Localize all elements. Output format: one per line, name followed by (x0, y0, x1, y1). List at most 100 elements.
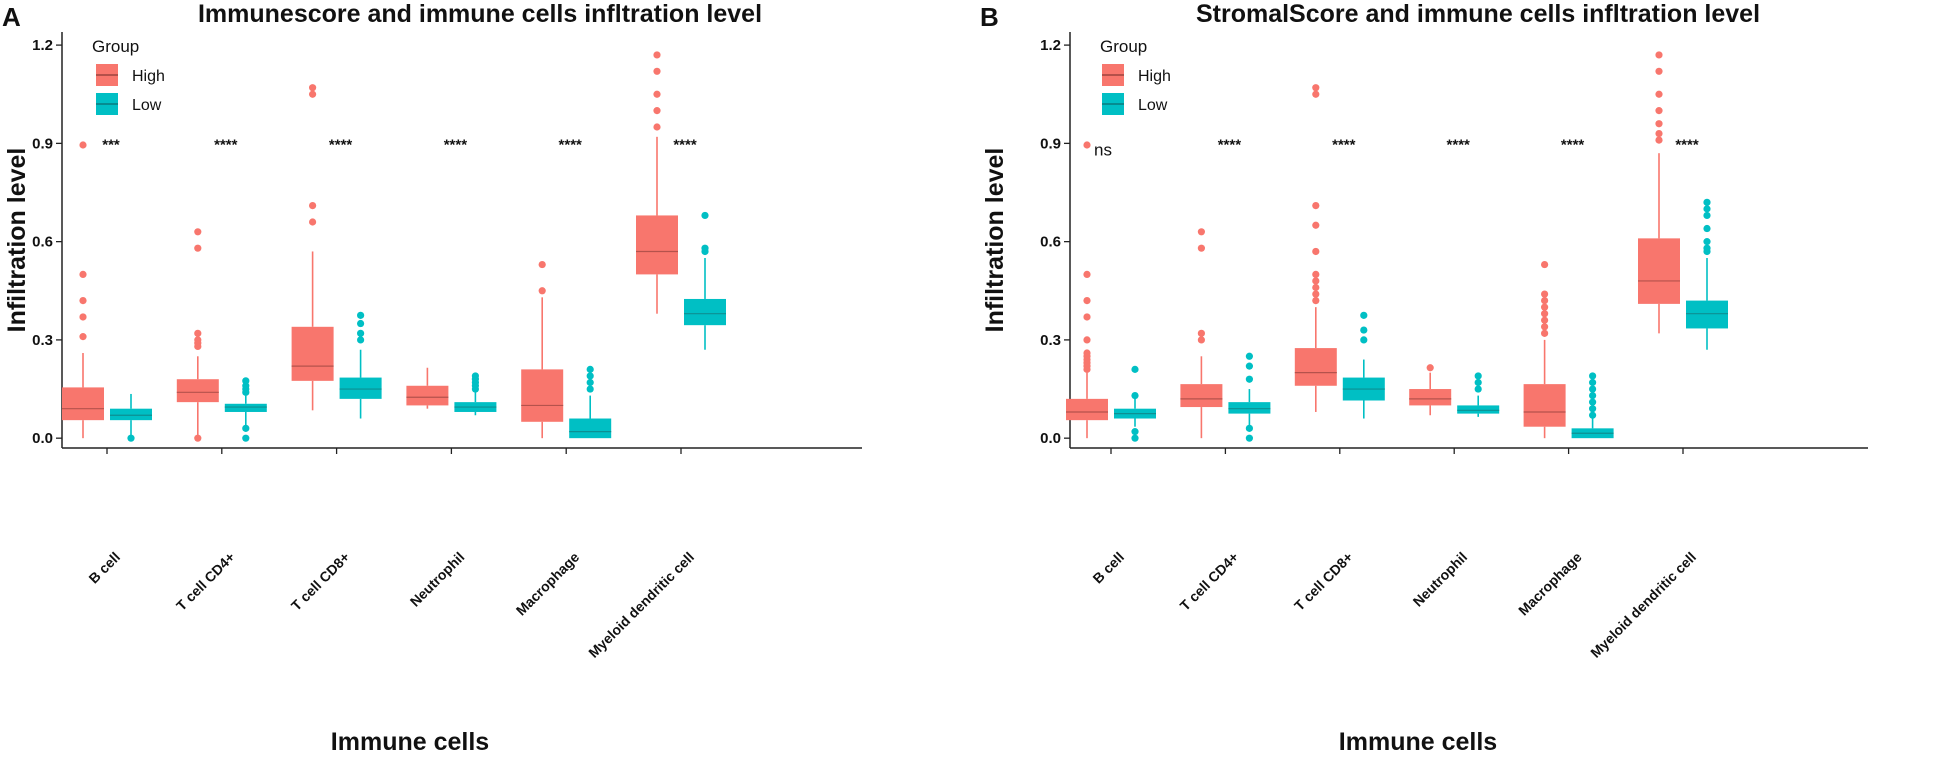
outlier-point (701, 211, 709, 220)
outlier-point (79, 141, 87, 149)
x-tick-label: B cell (85, 549, 123, 587)
x-tick-label: Myeloid dendritic cell (1587, 549, 1699, 661)
y-tick-label: 1.2 (1040, 37, 1061, 54)
box-low (569, 418, 612, 439)
outlier-point (538, 287, 546, 295)
outlier-point (653, 90, 661, 98)
outlier-point (242, 434, 250, 442)
outlier-point (1655, 51, 1663, 59)
outlier-point (1197, 329, 1205, 337)
outlier-point (1360, 311, 1368, 319)
box-high (1409, 389, 1452, 406)
x-tick-label: Macrophage (513, 549, 583, 619)
outlier-point (1541, 329, 1549, 337)
significance-label: **** (673, 136, 697, 153)
outlier-point (1083, 296, 1091, 305)
outlier-point (127, 434, 135, 442)
outlier-point (1589, 398, 1597, 406)
legend-b-title: Group (1100, 37, 1147, 56)
panel-a-label: A (2, 2, 21, 32)
outlier-point (79, 270, 87, 278)
outlier-point (242, 424, 250, 432)
outlier-point (357, 319, 365, 328)
box-high (1066, 398, 1108, 421)
outlier-point (1703, 211, 1711, 220)
outlier-point (586, 372, 594, 380)
outlier-point (1312, 221, 1320, 229)
box-high (406, 385, 449, 406)
significance-label: **** (1218, 136, 1242, 153)
outlier-point (1083, 270, 1091, 278)
chart-b-title: StromalScore and immune cells infltratio… (1196, 0, 1760, 28)
outlier-point (1245, 352, 1253, 360)
significance-label: **** (1561, 136, 1585, 153)
outlier-point (79, 313, 87, 321)
legend-a-title: Group (92, 37, 139, 56)
outlier-point (1655, 107, 1663, 115)
outlier-point (1083, 349, 1091, 357)
outlier-point (357, 329, 365, 337)
box-high (1294, 348, 1337, 386)
outlier-point (1131, 434, 1139, 442)
box-low (224, 403, 267, 412)
x-tick-label: Neutrophil (1410, 549, 1471, 610)
outlier-point (1312, 202, 1320, 210)
outlier-point (1312, 290, 1320, 298)
y-tick-label: 0.0 (1040, 430, 1061, 447)
box-low (339, 377, 382, 399)
outlier-point (1703, 238, 1711, 246)
outlier-point (1426, 364, 1434, 372)
outlier-point (1589, 385, 1597, 393)
box-high (176, 379, 219, 403)
outlier-point (194, 329, 202, 337)
outlier-point (79, 296, 87, 305)
outlier-point (1541, 290, 1549, 298)
outlier-point (1541, 323, 1549, 331)
outlier-point (1589, 372, 1597, 380)
outlier-point (309, 202, 317, 210)
significance-label: **** (1675, 136, 1699, 153)
outlier-point (357, 311, 365, 319)
box-low (1228, 402, 1271, 414)
legend-b-high-label: High (1138, 68, 1171, 85)
significance-label: *** (102, 136, 120, 153)
box-high (1180, 384, 1223, 408)
box-high (1523, 384, 1566, 427)
panel-a: A Immunescore and immune cells infltrati… (0, 0, 977, 762)
outlier-point (1083, 141, 1091, 149)
box-low (110, 408, 152, 421)
outlier-point (1655, 136, 1663, 144)
chart-b-xlabel: Immune cells (1339, 728, 1497, 756)
outlier-point (1589, 378, 1597, 387)
outlier-point (1589, 405, 1597, 413)
outlier-point (1703, 224, 1711, 233)
outlier-point (653, 67, 661, 75)
outlier-point (1541, 316, 1549, 324)
box-high (636, 215, 678, 275)
outlier-point (1655, 67, 1663, 75)
x-tick-label: T cell CD8+ (288, 549, 353, 614)
panel-b: B StromalScore and immune cells infltrat… (978, 0, 1955, 762)
outlier-point (1312, 283, 1320, 292)
box-low (1686, 300, 1728, 329)
outlier-point (1655, 120, 1663, 128)
outlier-point (1655, 129, 1663, 138)
outlier-point (79, 333, 87, 341)
outlier-point (1541, 260, 1549, 269)
chart-a-ylabel: Infiltration level (3, 148, 31, 333)
box-low (1457, 405, 1500, 414)
outlier-point (1541, 296, 1549, 305)
outlier-point (653, 51, 661, 59)
significance-label: **** (444, 136, 468, 153)
box-high (291, 326, 334, 381)
outlier-point (357, 336, 365, 344)
outlier-point (653, 107, 661, 115)
outlier-point (194, 228, 202, 236)
outlier-point (1312, 84, 1320, 92)
x-tick-label: T cell CD4+ (1177, 549, 1242, 614)
outlier-point (194, 434, 202, 442)
chart-a-plot: 0.0 0.3 0.6 0.9 1.2 B cell *** T cell CD4+ **** T… (32, 32, 862, 661)
outlier-point (1245, 362, 1253, 370)
y-tick-label: 0.9 (32, 135, 53, 152)
box-low (684, 298, 726, 326)
